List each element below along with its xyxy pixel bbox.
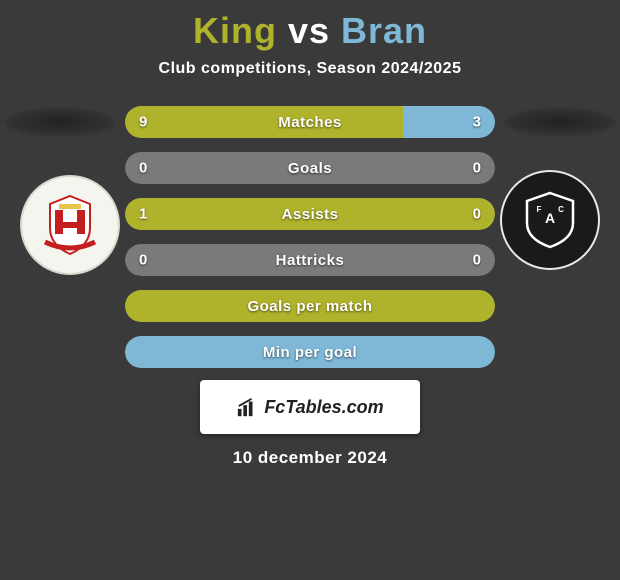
stat-bar: Min per goal — [125, 336, 495, 368]
stat-label: Assists — [282, 206, 339, 223]
svg-text:A: A — [545, 210, 555, 226]
player2-name: Bran — [341, 10, 427, 51]
subtitle: Club competitions, Season 2024/2025 — [0, 60, 620, 78]
svg-text:F: F — [537, 205, 542, 214]
svg-text:C: C — [558, 205, 564, 214]
player1-name: King — [193, 10, 277, 51]
stat-bar: 9 3 Matches — [125, 106, 495, 138]
stat-bar: 0 0 Goals — [125, 152, 495, 184]
stat-label: Matches — [278, 114, 342, 131]
chart-icon — [236, 396, 258, 418]
stat-bar: 0 0 Hattricks — [125, 244, 495, 276]
shadow-left — [5, 108, 115, 136]
vs-separator: vs — [288, 10, 330, 51]
stat-bars-container: 9 3 Matches 0 0 Goals 1 0 Assists 0 0 Hattricks Goal… — [125, 106, 495, 368]
shield-crest-icon: A F C — [519, 189, 581, 251]
shield-crest-icon — [35, 190, 105, 260]
stat-value-right: 0 — [473, 160, 481, 177]
stat-value-right: 0 — [473, 206, 481, 223]
stat-value-left: 1 — [139, 206, 147, 223]
stat-label: Goals per match — [247, 298, 372, 315]
footer-date: 10 december 2024 — [0, 448, 620, 468]
footer-attribution-box: FcTables.com — [200, 380, 420, 434]
stat-bar: Goals per match — [125, 290, 495, 322]
footer-site-name: FcTables.com — [264, 397, 383, 418]
comparison-title: King vs Bran — [0, 0, 620, 52]
club-crest-left — [20, 175, 120, 275]
stat-value-right: 3 — [473, 114, 481, 131]
shadow-right — [505, 108, 615, 136]
stat-value-left: 9 — [139, 114, 147, 131]
club-crest-right: A F C — [500, 170, 600, 270]
stat-bar: 1 0 Assists — [125, 198, 495, 230]
stat-label: Goals — [288, 160, 332, 177]
stat-label: Min per goal — [263, 344, 357, 361]
stat-value-left: 0 — [139, 252, 147, 269]
stat-value-left: 0 — [139, 160, 147, 177]
stat-value-right: 0 — [473, 252, 481, 269]
stat-label: Hattricks — [276, 252, 345, 269]
